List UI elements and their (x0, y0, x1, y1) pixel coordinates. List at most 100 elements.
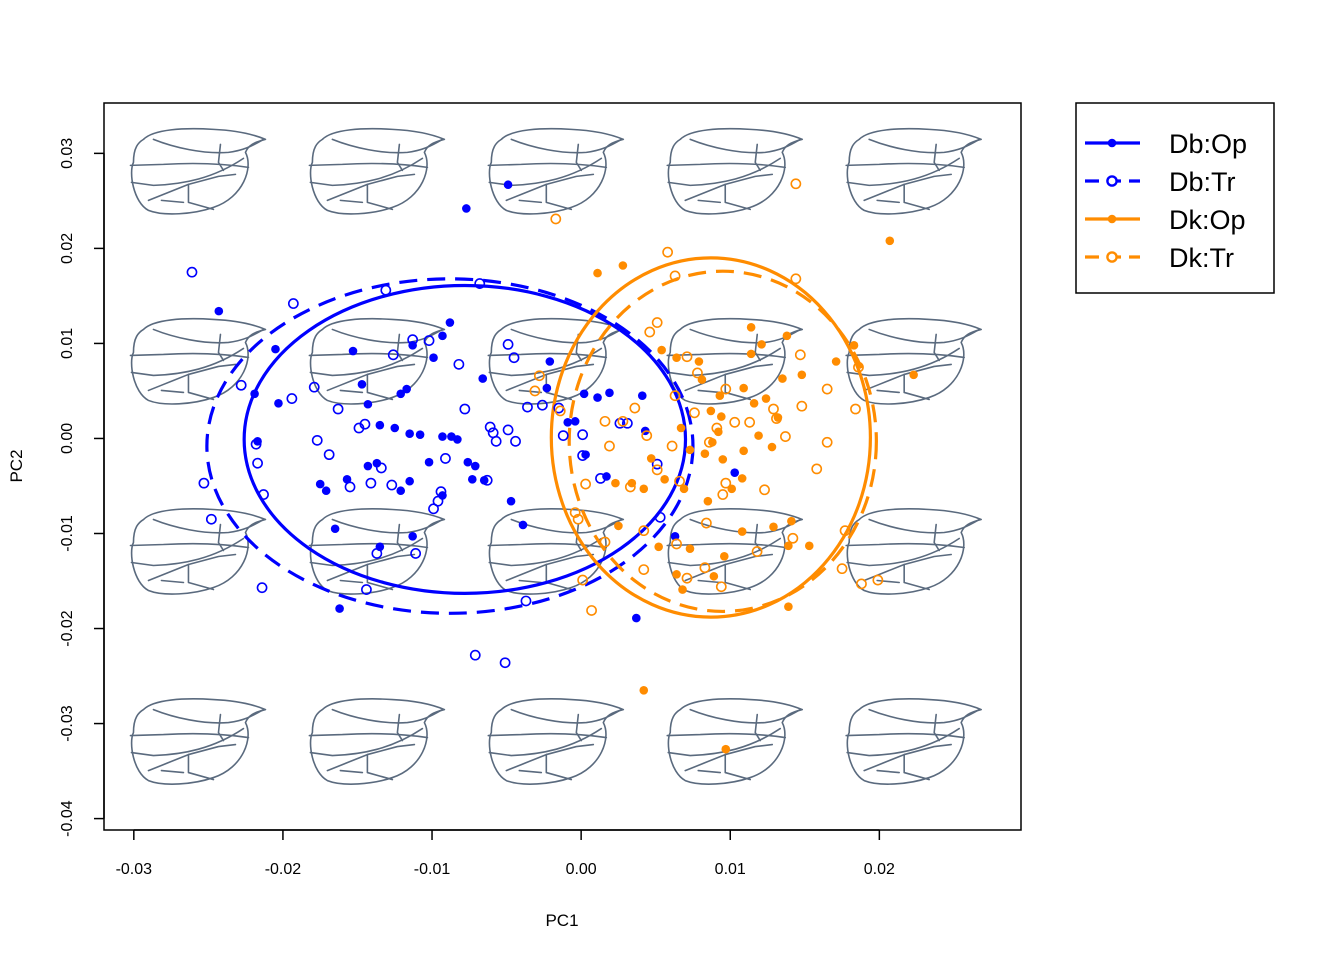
point-db-tr-5 (387, 349, 399, 361)
point-dk-tr-10 (821, 383, 833, 395)
point-dk-tr-58 (572, 513, 584, 525)
point-dk-op-30 (660, 475, 669, 484)
point-dk-op-18 (749, 399, 759, 408)
point-dk-op-6 (657, 345, 666, 355)
point-dk-tr-38 (651, 464, 663, 476)
point-dk-op-22 (708, 437, 717, 447)
point-dk-tr-22 (617, 415, 629, 427)
point-dk-tr-15 (692, 367, 703, 379)
point-dk-tr-50 (699, 562, 711, 574)
point-db-op-27 (372, 458, 382, 468)
point-db-tr-50 (410, 548, 422, 559)
point-db-tr-42 (577, 429, 589, 441)
point-dk-tr-40 (580, 478, 592, 490)
point-db-tr-24 (386, 479, 398, 491)
point-db-op-56 (593, 393, 602, 402)
legend-marker (1107, 214, 1117, 224)
point-dk-tr-49 (681, 572, 693, 584)
point-db-op-36 (467, 475, 477, 484)
point-dk-tr-36 (717, 489, 729, 500)
point-dk-tr-42 (638, 525, 650, 537)
y-tick-label: 0.00 (59, 423, 76, 454)
point-db-op-16 (405, 429, 414, 439)
point-db-tr-49 (371, 548, 383, 559)
point-db-op-39 (506, 496, 516, 506)
point-dk-tr-55 (586, 605, 597, 616)
point-db-op-5 (348, 346, 358, 356)
point-dk-op-46 (685, 544, 695, 554)
point-dk-tr-56 (577, 574, 589, 586)
point-db-op-51 (670, 532, 680, 541)
point-dk-op-35 (614, 521, 623, 531)
point-db-op-26 (363, 461, 373, 471)
point-dk-op-50 (706, 406, 716, 416)
point-dk-tr-13 (768, 403, 779, 415)
point-db-op-13 (429, 353, 438, 362)
point-dk-op-7 (672, 353, 681, 362)
point-db-op-49 (602, 472, 611, 481)
point-db-tr-9 (286, 393, 298, 404)
point-db-tr-52 (520, 595, 532, 607)
point-db-tr-33 (490, 435, 502, 447)
point-dk-op-32 (639, 484, 649, 494)
point-dk-tr-8 (794, 349, 806, 361)
point-db-op-8 (396, 389, 406, 399)
point-db-tr-21 (375, 462, 387, 474)
point-dk-tr-4 (790, 273, 802, 285)
point-dk-tr-3 (669, 270, 681, 282)
ellipse-dk-op (549, 256, 873, 619)
point-db-tr-26 (428, 503, 439, 515)
point-db-op-6 (357, 379, 367, 389)
point-db-op-12 (445, 318, 455, 327)
point-dk-op-28 (703, 496, 713, 506)
x-tick-label: 0.02 (864, 861, 895, 878)
point-dk-tr-33 (821, 436, 833, 448)
y-tick-label: -0.03 (59, 705, 76, 742)
y-tick-label: -0.02 (59, 610, 76, 647)
x-tick-label: -0.03 (116, 861, 153, 878)
point-dk-tr-11 (850, 403, 861, 415)
point-dk-op-1 (618, 261, 628, 270)
point-dk-tr-59 (720, 477, 732, 489)
point-dk-tr-14 (720, 383, 732, 395)
ellipse-db-op (242, 283, 688, 595)
point-dk-op-40 (784, 541, 793, 551)
point-db-tr-6 (423, 335, 435, 346)
point-db-tr-37 (508, 352, 520, 364)
point-dk-tr-2 (662, 246, 674, 258)
point-db-op-55 (605, 388, 614, 398)
point-db-op-50 (632, 613, 641, 623)
point-db-op-45 (563, 418, 573, 427)
point-db-op-30 (315, 479, 325, 489)
point-db-tr-16 (332, 403, 344, 415)
point-db-tr-51 (361, 584, 372, 595)
point-dk-op-44 (737, 527, 747, 536)
point-db-tr-10 (308, 381, 320, 393)
point-dk-op-5 (746, 322, 756, 332)
point-db-op-38 (479, 475, 489, 485)
point-db-op-23 (424, 457, 434, 467)
point-dk-op-55 (685, 445, 695, 455)
point-db-tr-38 (502, 338, 514, 350)
y-tick-label: 0.01 (59, 328, 76, 359)
point-dk-op-43 (769, 522, 778, 532)
point-dk-tr-5 (651, 317, 663, 328)
point-dk-tr-24 (641, 430, 653, 442)
ellipses (205, 256, 878, 619)
point-db-tr-53 (469, 649, 481, 661)
point-db-op-47 (579, 389, 589, 399)
point-db-tr-3 (474, 278, 486, 289)
point-dk-tr-44 (700, 517, 712, 529)
point-dk-op-54 (676, 423, 686, 433)
point-dk-tr-17 (533, 370, 545, 382)
point-dk-op-8 (694, 357, 704, 366)
point-db-op-35 (463, 457, 473, 467)
point-dk-op-53 (767, 442, 777, 452)
point-db-tr-36 (522, 401, 533, 413)
point-db-tr-11 (250, 438, 262, 450)
point-db-tr-22 (344, 481, 356, 493)
point-dk-op-31 (646, 454, 656, 463)
point-db-tr-39 (536, 399, 548, 411)
point-dk-tr-31 (771, 413, 782, 424)
point-db-op-18 (390, 423, 400, 433)
